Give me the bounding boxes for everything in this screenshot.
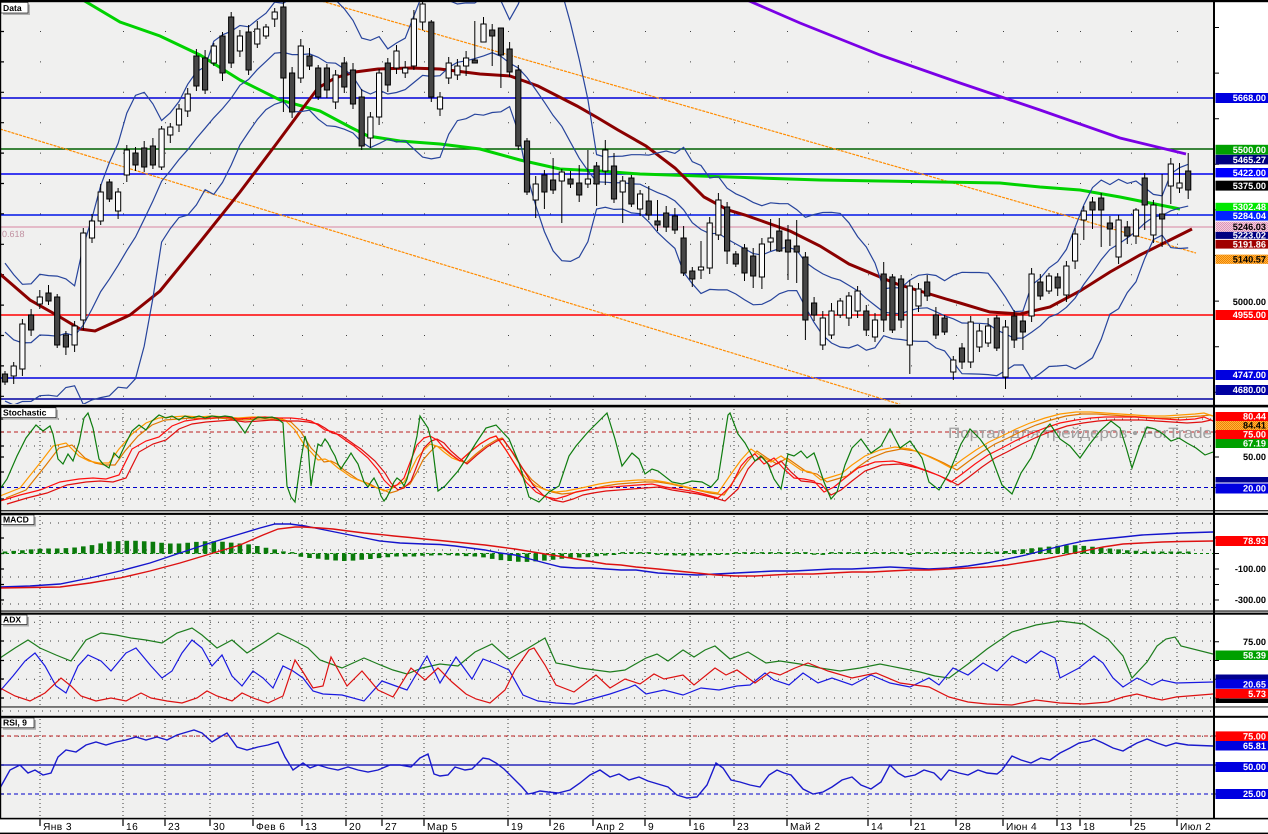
svg-text:4747.00: 4747.00 xyxy=(1233,370,1266,380)
svg-text:5284.04: 5284.04 xyxy=(1233,211,1267,221)
svg-text:65.81: 65.81 xyxy=(1243,741,1266,751)
svg-text:Апр 2: Апр 2 xyxy=(596,822,624,833)
svg-text:16: 16 xyxy=(693,822,705,833)
svg-text:-100.00: -100.00 xyxy=(1235,564,1266,574)
svg-text:84.41: 84.41 xyxy=(1243,421,1266,431)
svg-text:5465.27: 5465.27 xyxy=(1233,155,1266,165)
svg-text:13: 13 xyxy=(305,822,317,833)
svg-text:20.00: 20.00 xyxy=(1243,484,1266,494)
svg-text:20.65: 20.65 xyxy=(1243,679,1266,689)
svg-text:19: 19 xyxy=(511,822,523,833)
svg-text:50.00: 50.00 xyxy=(1243,762,1266,772)
svg-text:Июл 2: Июл 2 xyxy=(1180,822,1211,833)
svg-text:4955.00: 4955.00 xyxy=(1233,310,1266,320)
svg-text:67.19: 67.19 xyxy=(1243,439,1266,449)
svg-text:Мар 5: Мар 5 xyxy=(427,822,457,833)
svg-text:5668.00: 5668.00 xyxy=(1233,93,1266,103)
svg-text:5500.00: 5500.00 xyxy=(1233,145,1266,155)
svg-text:21: 21 xyxy=(914,822,926,833)
svg-text:27: 27 xyxy=(385,822,397,833)
svg-text:23: 23 xyxy=(737,822,749,833)
svg-text:4680.00: 4680.00 xyxy=(1233,385,1266,395)
svg-text:5140.57: 5140.57 xyxy=(1233,254,1266,264)
svg-text:14: 14 xyxy=(871,822,883,833)
svg-text:28: 28 xyxy=(959,822,971,833)
svg-text:MACD: MACD xyxy=(3,514,29,524)
svg-text:Портал для трейдеров • ForTrad: Портал для трейдеров • ForTrade xyxy=(948,425,1212,442)
svg-text:5246.03: 5246.03 xyxy=(1233,222,1266,232)
svg-text:75.00: 75.00 xyxy=(1243,731,1266,741)
svg-text:25: 25 xyxy=(1134,822,1146,833)
svg-text:-300.00: -300.00 xyxy=(1235,595,1266,605)
svg-text:30: 30 xyxy=(213,822,225,833)
svg-text:75.00: 75.00 xyxy=(1243,637,1266,647)
svg-text:75.00: 75.00 xyxy=(1243,430,1266,440)
svg-text:Фев 6: Фев 6 xyxy=(256,822,285,833)
svg-text:Май 2: Май 2 xyxy=(790,822,820,833)
svg-text:5000.00: 5000.00 xyxy=(1233,297,1266,307)
svg-text:5223.02: 5223.02 xyxy=(1233,231,1266,241)
svg-text:5.73: 5.73 xyxy=(1248,689,1266,699)
svg-text:26: 26 xyxy=(553,822,565,833)
svg-text:5191.86: 5191.86 xyxy=(1233,239,1266,249)
svg-text:80.44: 80.44 xyxy=(1243,412,1267,422)
svg-text:78.93: 78.93 xyxy=(1243,536,1266,546)
svg-text:58.39: 58.39 xyxy=(1243,651,1266,661)
svg-text:Data: Data xyxy=(3,3,22,13)
svg-text:23: 23 xyxy=(168,822,180,833)
svg-text:0.618: 0.618 xyxy=(2,229,25,239)
svg-text:13: 13 xyxy=(1060,822,1072,833)
svg-text:50.00: 50.00 xyxy=(1243,452,1266,462)
svg-text:5302.48: 5302.48 xyxy=(1233,202,1266,212)
svg-text:16: 16 xyxy=(126,822,138,833)
svg-text:18: 18 xyxy=(1083,822,1095,833)
svg-text:Янв 3: Янв 3 xyxy=(43,822,72,833)
svg-text:5422.00: 5422.00 xyxy=(1233,168,1266,178)
svg-text:Stochastic: Stochastic xyxy=(3,407,47,417)
svg-text:20: 20 xyxy=(349,822,361,833)
svg-text:RSI, 9: RSI, 9 xyxy=(3,718,27,728)
svg-text:Июн 4: Июн 4 xyxy=(1006,822,1037,833)
svg-text:ADX: ADX xyxy=(3,614,21,624)
svg-text:5375.00: 5375.00 xyxy=(1233,181,1266,191)
svg-text:25.00: 25.00 xyxy=(1243,789,1266,799)
svg-text:9: 9 xyxy=(648,822,654,833)
